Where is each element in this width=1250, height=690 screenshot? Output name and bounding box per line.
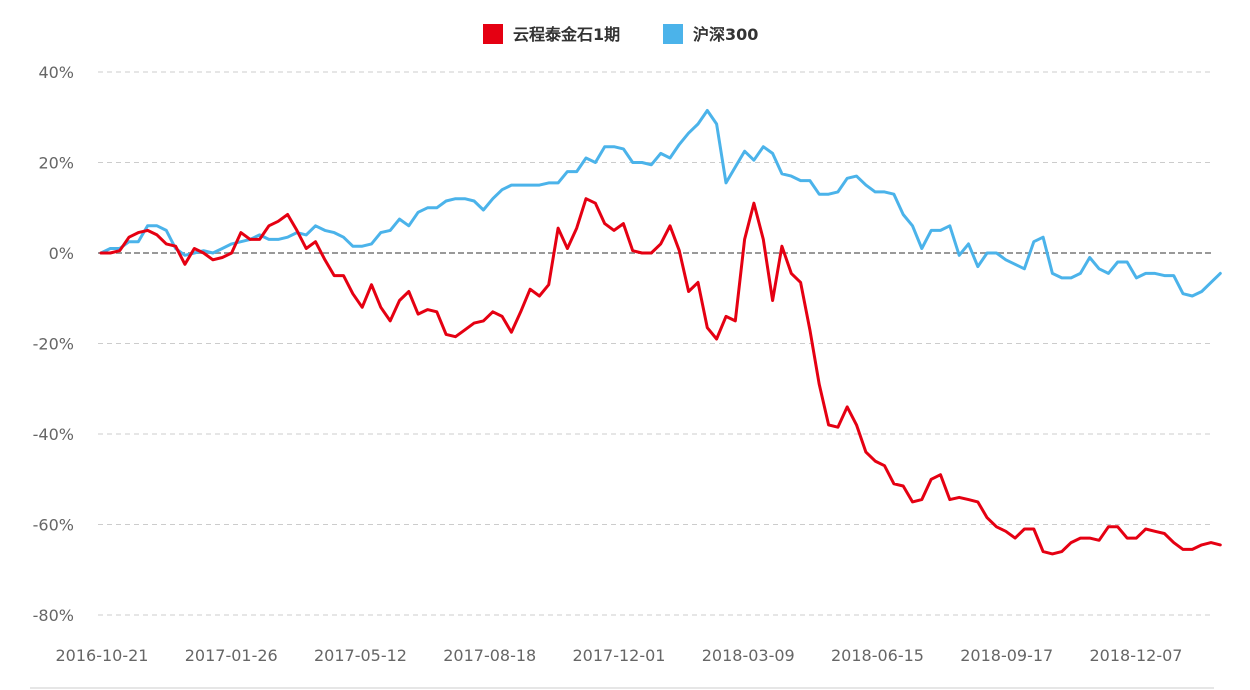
legend-swatch-series-2 [663, 24, 683, 44]
x-tick-label: 2017-05-12 [314, 646, 407, 665]
series-line-2 [99, 109, 1222, 298]
x-tick-label: 2017-12-01 [573, 646, 666, 665]
grid-lines [98, 71, 1214, 616]
y-tick-label: -80% [33, 606, 74, 625]
y-tick-label: 40% [38, 63, 74, 82]
y-tick-label: 0% [49, 244, 74, 263]
legend-swatch-series-1 [483, 24, 503, 44]
x-tick-label: 2016-10-21 [56, 646, 149, 665]
series-line-1 [99, 197, 1222, 556]
legend-label-series-1: 云程泰金石1期 [513, 25, 620, 44]
legend: 云程泰金石1期 沪深300 [483, 24, 758, 44]
plot-area [99, 109, 1222, 556]
x-tick-label: 2017-08-18 [443, 646, 536, 665]
y-tick-label: -40% [33, 425, 74, 444]
legend-label-series-2: 沪深300 [693, 25, 758, 44]
y-tick-label: 20% [38, 154, 74, 173]
x-axis: 2016-10-21 2017-01-26 2017-05-12 2017-08-18… [30, 646, 1214, 689]
y-tick-label: -20% [33, 335, 74, 354]
x-tick-label: 2018-06-15 [831, 646, 924, 665]
x-tick-label: 2018-09-17 [960, 646, 1053, 665]
y-tick-label: -60% [33, 516, 74, 535]
x-tick-label: 2018-03-09 [702, 646, 795, 665]
x-tick-label: 2017-01-26 [185, 646, 278, 665]
x-tick-label: 2018-12-07 [1090, 646, 1183, 665]
y-axis: 40% 20% 0% -20% -40% -60% -80% [33, 63, 74, 625]
